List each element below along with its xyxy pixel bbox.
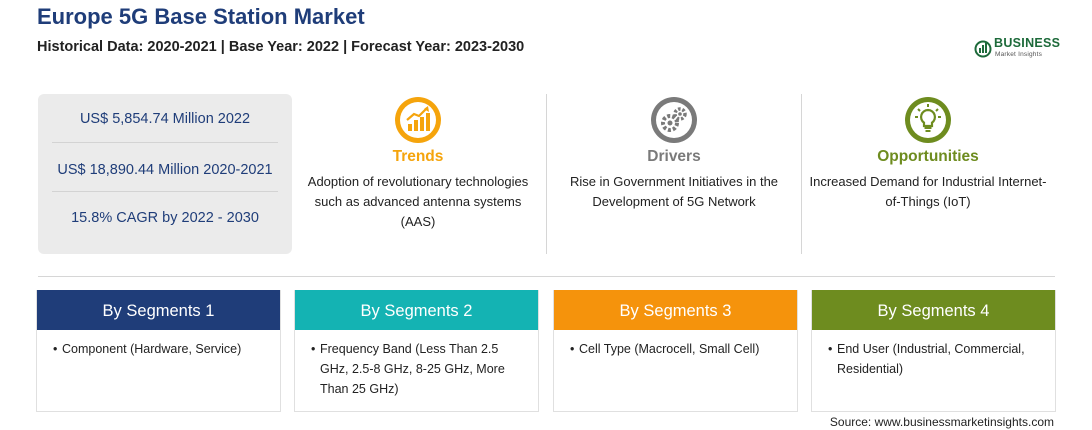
segment-3-item: Cell Type (Macrocell, Small Cell): [579, 342, 760, 356]
opportunities-text: Increased Demand for Industrial Internet…: [809, 174, 1047, 209]
bullet-icon: •: [311, 342, 316, 356]
segment-card-4: By Segments 4 • End User (Industrial, Co…: [811, 290, 1056, 412]
segment-4-header: By Segments 4: [812, 290, 1055, 330]
opportunities-block: Opportunities Increased Demand for Indus…: [808, 95, 1048, 212]
drivers-title: Drivers: [647, 148, 701, 165]
feature-divider: [546, 94, 547, 254]
stat-historical-value: US$ 18,890.44 Million 2020-2021: [57, 162, 273, 178]
drivers-text: Rise in Government Initiatives in the De…: [569, 174, 779, 209]
segment-1-header: By Segments 1: [37, 290, 280, 330]
segment-2-item: Frequency Band (Less Than 2.5 GHz, 2.5-8…: [320, 342, 505, 396]
source-link[interactable]: Source: www.businessmarketinsights.com: [829, 415, 1054, 429]
stat-cagr: 15.8% CAGR by 2022 - 2030: [71, 210, 259, 226]
segment-card-1: By Segments 1 • Component (Hardware, Ser…: [36, 290, 281, 412]
bullet-icon: •: [570, 342, 575, 356]
gears-icon: [651, 97, 697, 143]
segment-card-3: By Segments 3 • Cell Type (Macrocell, Sm…: [553, 290, 798, 412]
logo-subtext: Market Insights: [995, 51, 1043, 58]
segment-4-item: End User (Industrial, Commercial, Reside…: [837, 342, 1025, 376]
feature-divider: [801, 94, 802, 254]
segment-1-body: • Component (Hardware, Service): [37, 330, 280, 359]
growth-chart-icon: [395, 97, 441, 143]
bullet-icon: •: [828, 342, 833, 356]
trends-text: Adoption of revolutionary technologies s…: [307, 174, 529, 229]
stat-divider: [52, 142, 278, 143]
segment-3-body: • Cell Type (Macrocell, Small Cell): [554, 330, 797, 359]
section-divider: [38, 276, 1055, 277]
logo-word: BUSINESS: [994, 36, 1061, 50]
page-subtitle: Historical Data: 2020-2021 | Base Year: …: [37, 39, 525, 55]
trends-block: Trends Adoption of revolutionary technol…: [298, 95, 538, 232]
drivers-block: Drivers Rise in Government Initiatives i…: [554, 95, 794, 212]
segment-2-header: By Segments 2: [295, 290, 538, 330]
market-stats-panel: US$ 5,854.74 Million 2022 US$ 18,890.44 …: [38, 94, 292, 254]
page-title: Europe 5G Base Station Market: [37, 4, 365, 29]
trends-title: Trends: [392, 148, 444, 165]
logo-globe-icon: [974, 40, 992, 58]
segment-card-2: By Segments 2 • Frequency Band (Less Tha…: [294, 290, 539, 412]
stat-market-value-2022: US$ 5,854.74 Million 2022: [79, 111, 251, 127]
bullet-icon: •: [53, 342, 58, 356]
stat-divider: [52, 191, 278, 192]
segment-2-body: • Frequency Band (Less Than 2.5 GHz, 2.5…: [295, 330, 538, 399]
segment-1-item: Component (Hardware, Service): [62, 342, 242, 356]
business-market-insights-logo: BUSINESS Market Insights: [974, 35, 1064, 63]
segment-3-header: By Segments 3: [554, 290, 797, 330]
lightbulb-icon: [905, 97, 951, 143]
opportunities-title: Opportunities: [877, 148, 979, 165]
segment-4-body: • End User (Industrial, Commercial, Resi…: [812, 330, 1055, 379]
